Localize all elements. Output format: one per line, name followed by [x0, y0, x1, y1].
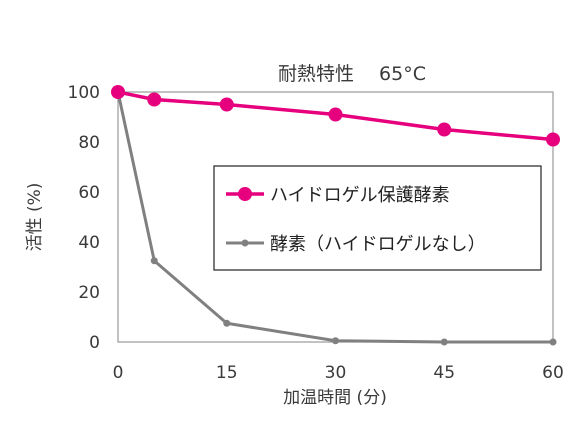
y-tick-label: 80 — [78, 133, 100, 153]
series-1 — [111, 85, 560, 147]
x-tick-label: 15 — [216, 363, 238, 383]
series-line — [116, 91, 553, 344]
data-point — [437, 122, 452, 137]
legend-label: 酵素（ハイドロゲルなし） — [270, 234, 486, 255]
series-layer — [111, 85, 560, 346]
data-point — [440, 338, 448, 346]
legend-item: ハイドロゲル保護酵素 — [226, 185, 450, 206]
y-tick-label: 100 — [68, 83, 100, 103]
data-point — [219, 97, 234, 112]
x-axis-ticks: 0 15 30 45 60 — [113, 363, 564, 383]
legend-box — [213, 165, 542, 271]
data-point — [328, 107, 343, 122]
series-2 — [114, 88, 557, 346]
legend-item: 酵素（ハイドロゲルなし） — [226, 234, 486, 255]
chart-title: 耐熱特性 65°C — [278, 63, 426, 85]
y-axis-ticks: 0 20 40 60 80 100 — [68, 83, 100, 353]
y-tick-label: 20 — [78, 283, 100, 303]
data-point — [546, 132, 560, 147]
x-tick-label: 30 — [325, 363, 347, 383]
data-point — [332, 337, 339, 345]
legend-marker — [241, 239, 249, 247]
x-tick-label: 45 — [433, 363, 455, 383]
data-point — [549, 338, 557, 346]
y-tick-label: 60 — [78, 183, 100, 203]
data-point — [150, 257, 158, 265]
x-tick-label: 0 — [113, 363, 124, 383]
data-point — [223, 319, 231, 327]
data-point — [147, 92, 162, 107]
y-tick-label: 40 — [78, 233, 100, 253]
data-point — [111, 85, 125, 99]
y-tick-label: 0 — [89, 333, 100, 353]
legend-label: ハイドロゲル保護酵素 — [270, 185, 450, 206]
legend-marker — [238, 187, 252, 201]
x-tick-label: 60 — [542, 363, 564, 383]
x-axis-label: 加温時間 (分) — [283, 388, 387, 408]
y-axis-label: 活性 (%) — [25, 183, 45, 252]
